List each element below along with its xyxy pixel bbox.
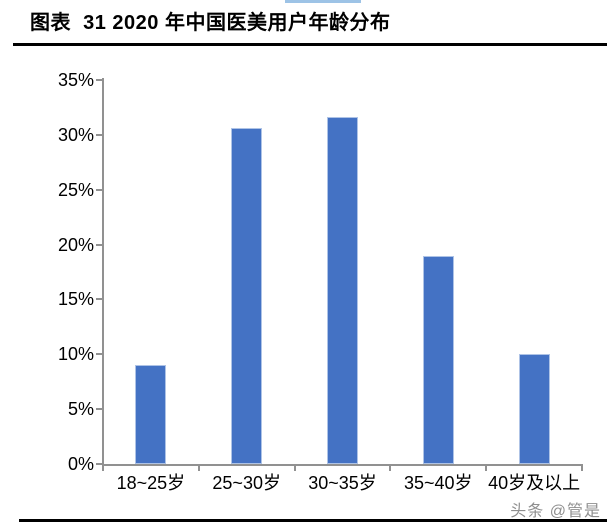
x-axis-label: 35~40岁: [404, 473, 473, 493]
y-axis-tick: [96, 463, 103, 465]
x-axis-label: 30~35岁: [308, 473, 377, 493]
y-axis-tick: [96, 243, 103, 246]
x-axis-line: [102, 464, 583, 466]
chart-title: 图表 31 2020 年中国医美用户年龄分布: [30, 12, 391, 34]
bar: [518, 354, 550, 464]
y-axis-tick: [96, 408, 103, 411]
y-axis-tick-label: 25%: [57, 179, 94, 200]
x-axis-tick: [197, 464, 200, 471]
bar: [422, 255, 454, 464]
y-axis-line: [102, 78, 104, 466]
x-axis-label: 40岁及以上: [488, 473, 581, 493]
y-axis-tick-label: 0%: [67, 454, 94, 474]
x-axis-tick: [293, 464, 296, 471]
y-axis-tick-label: 5%: [67, 399, 94, 420]
y-axis-tick: [96, 353, 103, 356]
y-axis-tick: [96, 188, 103, 191]
x-axis-tick: [581, 464, 583, 471]
y-axis-tick-label: 35%: [57, 70, 94, 90]
bar: [135, 365, 167, 464]
x-axis-label: 18~25岁: [116, 473, 186, 493]
x-axis-tick: [102, 464, 104, 471]
x-axis-tick: [485, 464, 488, 471]
x-axis-label: 25~30岁: [212, 473, 281, 493]
x-axis-tick: [389, 464, 392, 471]
title-divider: [13, 43, 607, 46]
bar: [231, 128, 263, 464]
watermark: 头条 @管是: [510, 503, 601, 520]
bottom-divider: [19, 519, 607, 522]
y-axis-tick-label: 15%: [57, 289, 94, 310]
y-axis-tick: [96, 298, 103, 301]
y-axis-tick-label: 10%: [57, 344, 94, 365]
y-axis-tick-label: 20%: [57, 234, 94, 255]
y-axis-tick-label: 30%: [57, 124, 94, 145]
y-axis-tick: [96, 79, 103, 81]
y-axis-tick: [96, 133, 103, 136]
bar: [327, 117, 358, 464]
decorative-blue-line: [285, 0, 361, 3]
